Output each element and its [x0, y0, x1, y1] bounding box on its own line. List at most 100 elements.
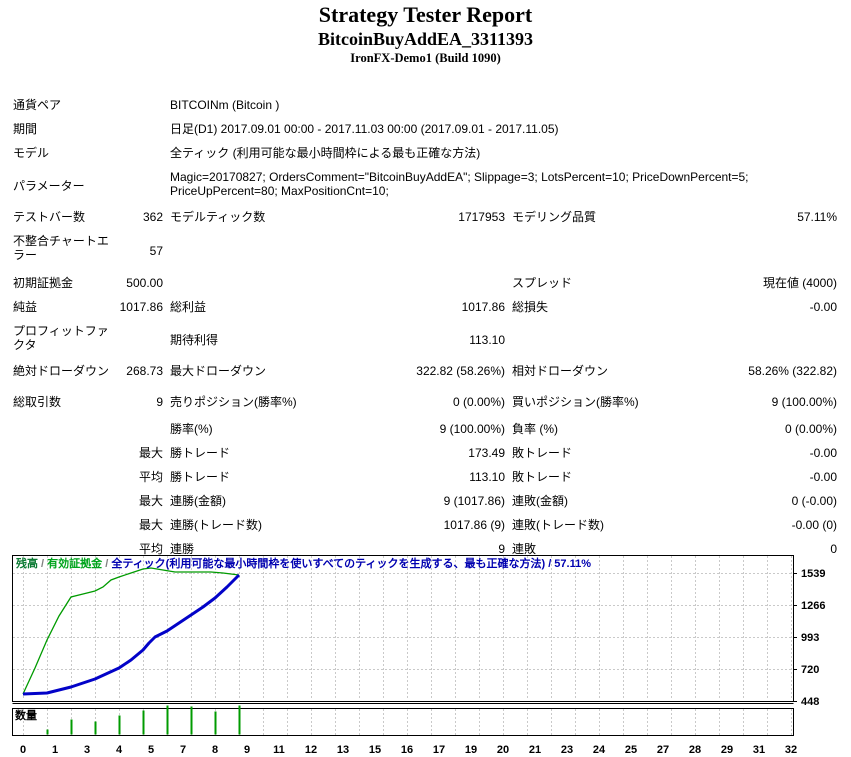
- row-label-1: プロフィットファクタ: [13, 324, 109, 352]
- table-row: 総取引数 9 売りポジション(勝率%) 0 (0.00%) 買いポジション(勝率%) 9 …: [0, 391, 851, 418]
- row-value-3: -0.00: [809, 300, 837, 314]
- x-axis-label: 32: [785, 744, 797, 756]
- x-axis-label: 25: [625, 744, 637, 756]
- x-axis-label: 1: [52, 744, 58, 756]
- row-value-3: 0: [830, 542, 837, 556]
- row-value-1: 268.73: [126, 364, 163, 378]
- table-row: 最大 連勝(トレード数) 1017.86 (9) 連敗(トレード数) -0.00 (0): [0, 514, 851, 538]
- x-axis-label: 17: [433, 744, 445, 756]
- row-label-2: モデルティック数: [170, 210, 266, 224]
- x-axis-label: 16: [401, 744, 413, 756]
- row-value-2: 9 (1017.86): [443, 494, 505, 508]
- row-value-2: 173.49: [468, 446, 505, 460]
- y-axis-label: 993: [801, 632, 819, 644]
- legend-part: /: [102, 558, 111, 570]
- row-value-2: 113.10: [469, 333, 505, 347]
- row-label-2: 勝トレード: [170, 446, 231, 460]
- table-row: テストバー数 362 モデルティック数 1717953 モデリング品質 57.11%: [0, 206, 851, 230]
- row-label-3: 連敗: [512, 542, 537, 556]
- balance-line: [22, 573, 241, 696]
- row-label-2: 日足(D1) 2017.09.01 00:00 - 2017.11.03 00:…: [170, 122, 559, 136]
- row-value-1: 1017.86: [119, 300, 163, 314]
- x-axis-label: 4: [116, 744, 123, 756]
- chart-legend: 残高 / 有効証拠金 / 全ティック(利用可能な最小時間枠を使いすべてのティック…: [16, 556, 591, 570]
- x-axis-label: 28: [689, 744, 701, 756]
- x-axis-label: 12: [305, 744, 317, 756]
- row-label-3: 相対ドローダウン: [512, 364, 609, 378]
- row-value-2: 113.10: [469, 470, 505, 484]
- row-value-1: 最大: [138, 494, 163, 508]
- row-label-2: 最大ドローダウン: [170, 364, 267, 378]
- row-label-2: Magic=20170827; OrdersComment="BitcoinBu…: [170, 170, 749, 198]
- y-axis-label: 720: [801, 664, 819, 676]
- row-value-3: -0.00: [809, 470, 837, 484]
- x-axis-label: 24: [593, 744, 606, 756]
- row-value-3: -0.00 (0): [791, 518, 837, 532]
- row-value-2: 1717953: [458, 210, 505, 224]
- row-value-1: 最大: [138, 446, 163, 460]
- report-title: Strategy Tester Report: [318, 2, 533, 27]
- row-value-3: -0.00: [809, 446, 837, 460]
- equity-chart-frame: [12, 555, 794, 702]
- equity-line: [22, 567, 240, 695]
- row-label-3: スプレッド: [512, 276, 573, 290]
- row-value-1: 平均: [138, 542, 163, 556]
- x-axis-label: 11: [273, 744, 285, 756]
- row-label-1: テストバー数: [13, 210, 86, 224]
- row-label-1: 総取引数: [13, 395, 62, 409]
- row-label-3: 総損失: [512, 300, 549, 314]
- x-axis-label: 19: [465, 744, 477, 756]
- x-axis-label: 21: [529, 744, 541, 756]
- row-value-3: 0 (-0.00): [791, 494, 837, 508]
- legend-part: /: [38, 558, 47, 570]
- row-value-1: 57: [149, 244, 163, 258]
- table-row: 平均 連勝 9 連敗 0: [0, 538, 851, 556]
- x-axis-label: 5: [148, 744, 154, 756]
- row-value-3: 58.26% (322.82): [748, 364, 837, 378]
- row-label-2: 連勝(トレード数): [170, 518, 262, 532]
- table-row: 通貨ペア BITCOINm (Bitcoin ): [0, 94, 851, 118]
- table-row: プロフィットファクタ 期待利得 113.10: [0, 320, 851, 360]
- row-label-2: 連勝: [170, 542, 195, 556]
- row-value-2: 0 (0.00%): [452, 395, 505, 409]
- table-row: 最大 連勝(金額) 9 (1017.86) 連敗(金額) 0 (-0.00): [0, 490, 851, 514]
- table-row: パラメーター Magic=20170827; OrdersComment="Bit…: [0, 166, 851, 206]
- table-row: 期間 日足(D1) 2017.09.01 00:00 - 2017.11.03 0…: [0, 118, 851, 142]
- table-row: 最大 勝トレード 173.49 敗トレード -0.00: [0, 442, 851, 466]
- row-label-3: 連敗(金額): [512, 494, 568, 508]
- x-axis-label: 29: [721, 744, 733, 756]
- x-axis-label: 7: [180, 744, 186, 756]
- volume-chart-frame: [12, 708, 794, 736]
- row-value-2: 1017.86: [461, 300, 505, 314]
- legend-part: 有効証拠金: [47, 556, 103, 570]
- row-label-3: 敗トレード: [512, 470, 573, 484]
- row-label-1: パラメーター: [13, 179, 85, 193]
- row-value-2: 9 (100.00%): [439, 422, 505, 436]
- row-label-2: 勝トレード: [170, 470, 231, 484]
- expert-name: BitcoinBuyAddEA_3311393: [317, 29, 534, 49]
- table-row: 初期証拠金 500.00 スプレッド 現在値 (4000): [0, 272, 851, 296]
- row-label-3: 敗トレード: [512, 446, 573, 460]
- table-row: モデル 全ティック (利用可能な最小時間枠による最も正確な方法): [0, 142, 851, 166]
- row-label-2: 連勝(金額): [170, 494, 226, 508]
- report-header: Strategy Tester Report BitcoinBuyAddEA_3…: [0, 0, 851, 66]
- x-axis-label: 20: [497, 744, 509, 756]
- x-axis-label: 9: [244, 744, 250, 756]
- row-label-2: 全ティック (利用可能な最小時間枠による最も正確な方法): [170, 146, 481, 160]
- row-value-3: 現在値 (4000): [762, 276, 837, 290]
- row-value-2: 9: [498, 542, 505, 556]
- row-value-3: 0 (0.00%): [784, 422, 837, 436]
- row-value-2: 1017.86 (9): [443, 518, 505, 532]
- row-value-2: 322.82 (58.26%): [416, 364, 505, 378]
- report-table: 通貨ペア BITCOINm (Bitcoin ) 期間 日足(D1) 2017.09.…: [0, 94, 851, 556]
- x-axis-label: 27: [657, 744, 669, 756]
- row-label-1: 通貨ペア: [13, 98, 62, 112]
- row-label-2: 売りポジション(勝率%): [170, 395, 297, 409]
- x-axis-label: 31: [753, 744, 765, 756]
- server-info: IronFX-Demo1 (Build 1090): [350, 51, 501, 65]
- row-label-3: モデリング品質: [512, 210, 597, 224]
- table-row: 勝率(%) 9 (100.00%) 負率 (%) 0 (0.00%): [0, 418, 851, 442]
- row-label-3: 買いポジション(勝率%): [512, 395, 639, 409]
- x-axis-label: 8: [212, 744, 218, 756]
